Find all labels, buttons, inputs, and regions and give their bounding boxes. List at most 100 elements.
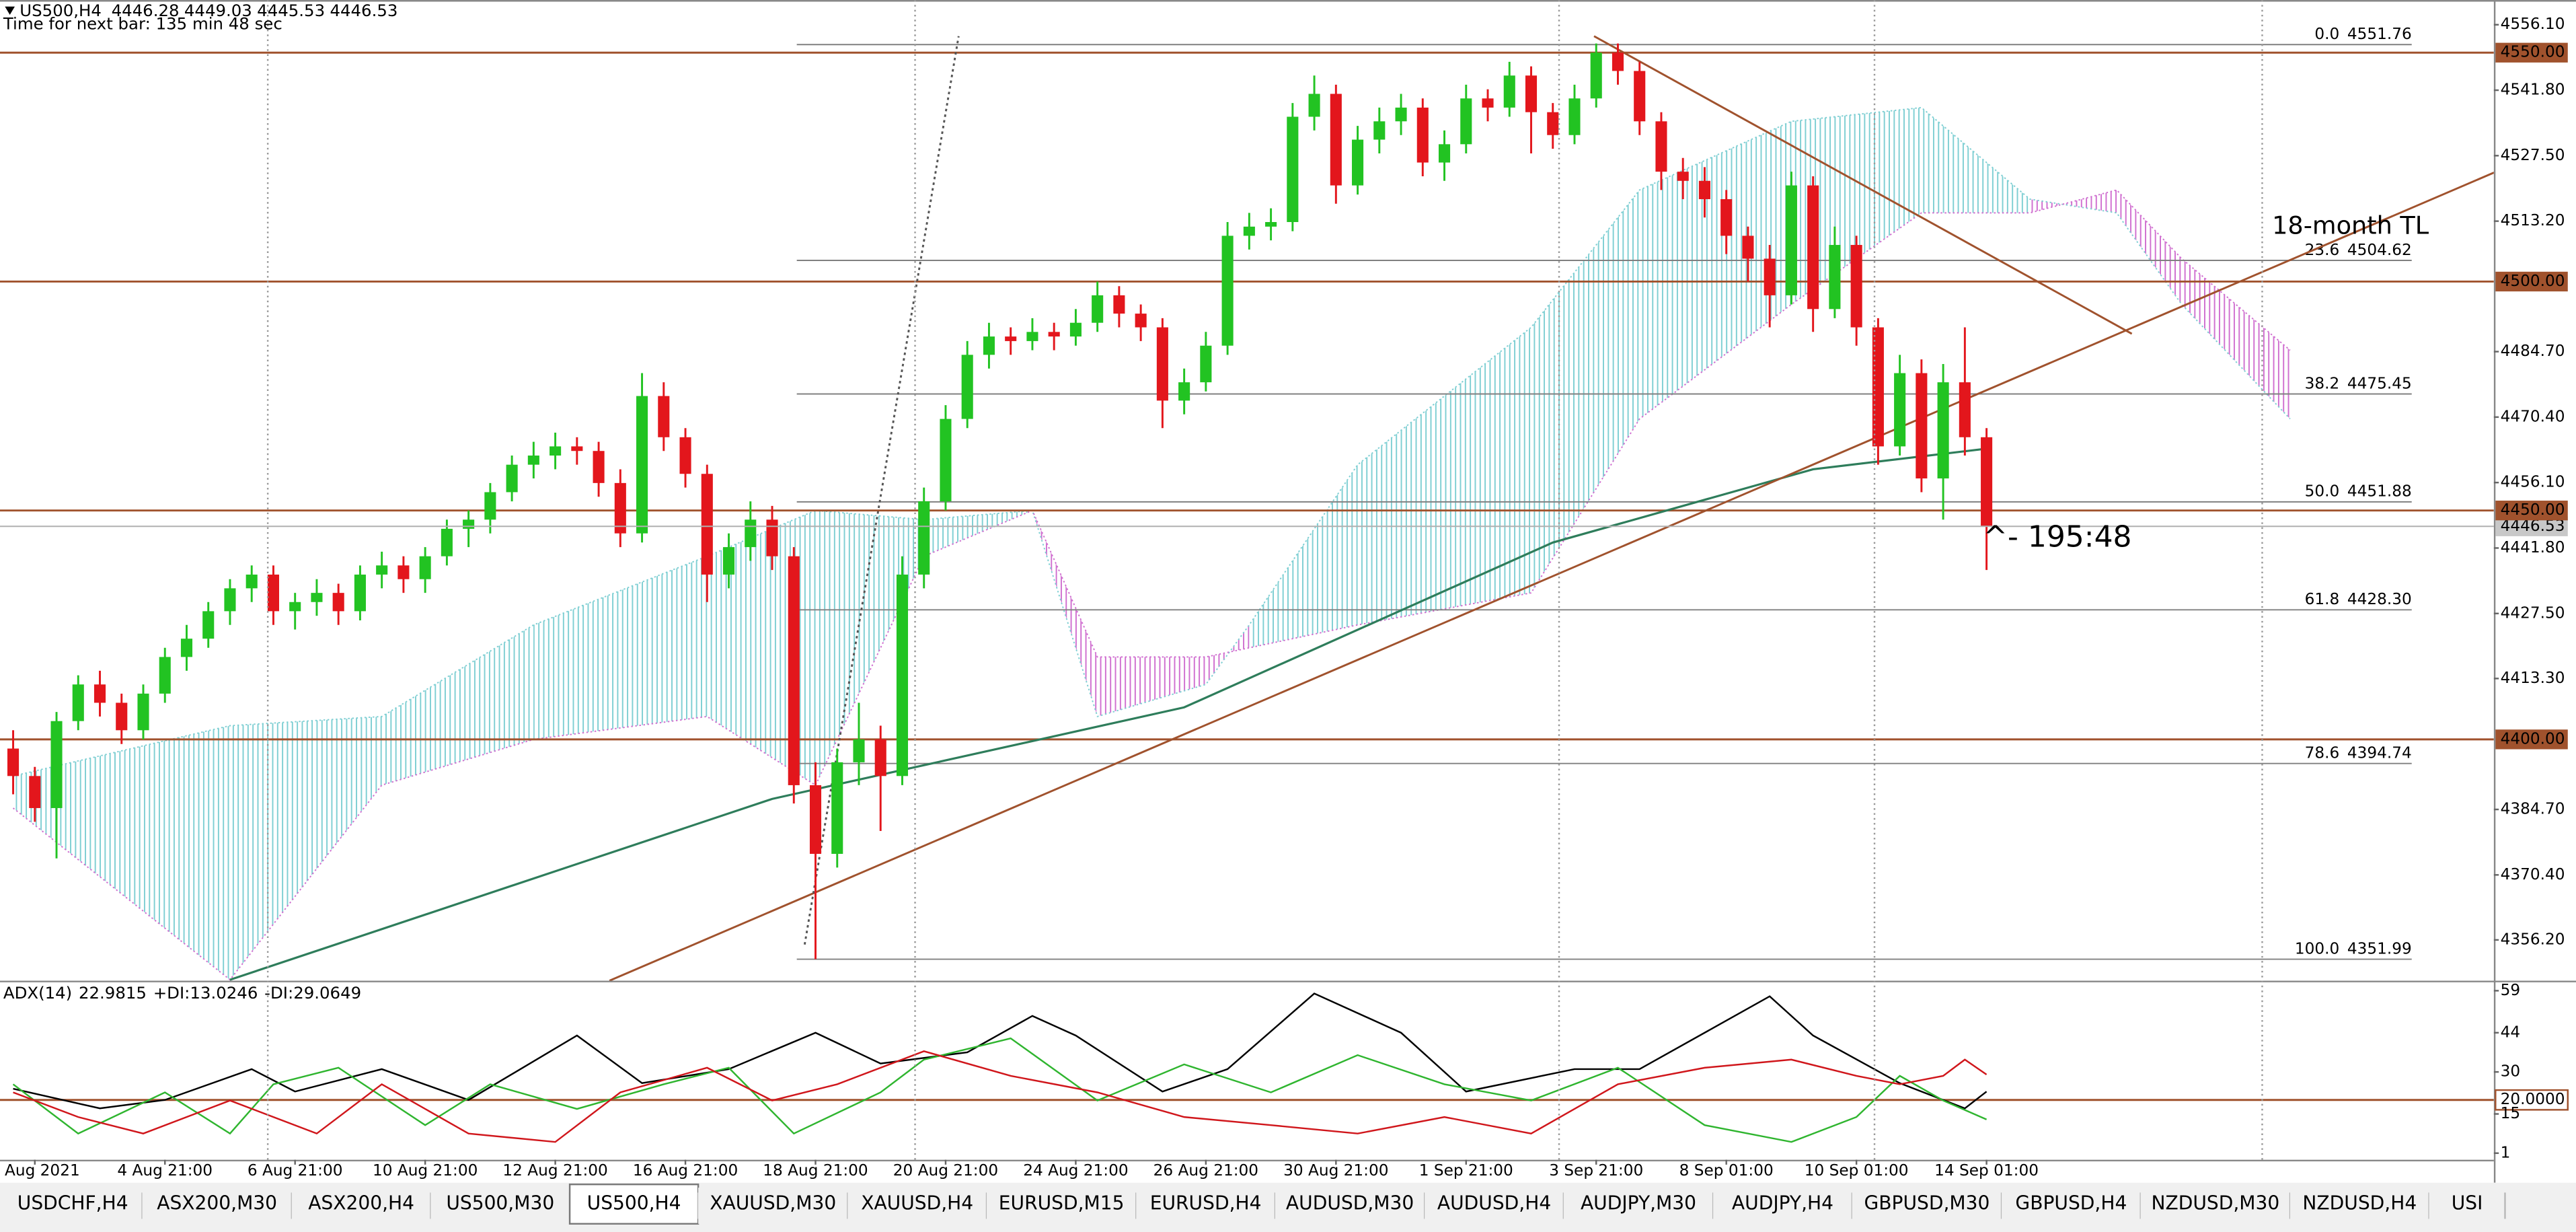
candle-body (1525, 75, 1538, 112)
tab[interactable] (1563, 1188, 1714, 1224)
candle-body (1634, 71, 1646, 122)
level-label: 4550.00 (2501, 43, 2565, 61)
indicator-line (12, 1037, 1987, 1143)
candle-body (506, 464, 518, 493)
candle-body (961, 355, 973, 419)
tab[interactable] (291, 1188, 431, 1224)
tab-label[interactable]: GBPUSD,H4 (2015, 1192, 2127, 1215)
indicator-title: ADX(14) (3, 983, 72, 1003)
tab[interactable] (847, 1188, 987, 1224)
tab-label[interactable]: NZDUSD,H4 (2302, 1192, 2417, 1215)
tab-label[interactable]: XAUUSD,M30 (710, 1192, 836, 1215)
level-label: 4400.00 (2501, 729, 2565, 748)
tab[interactable] (430, 1188, 570, 1224)
bar-timer: Time for next bar: 135 min 48 sec (3, 14, 282, 34)
y-tick-label: 4527.50 (2501, 146, 2565, 164)
cloud-segment (381, 624, 534, 785)
adx-value: 22.9815 (79, 983, 147, 1003)
candle-body (419, 556, 431, 579)
candle-body (1850, 245, 1862, 328)
candle-body (1872, 327, 1884, 447)
tab[interactable] (1713, 1188, 1852, 1224)
collapse-arrow[interactable] (5, 6, 15, 15)
fib-level: 38.2 (2305, 374, 2340, 392)
tab-label[interactable]: NZDUSD,M30 (2151, 1192, 2279, 1215)
symbol-line: US500,H4 4446.28 4449.03 4445.53 4446.53 (20, 1, 397, 20)
tab[interactable] (1852, 1188, 2002, 1224)
cloud-segment (13, 725, 230, 980)
tab-label[interactable]: EURUSD,H4 (1150, 1192, 1262, 1215)
tab[interactable] (2429, 1188, 2505, 1224)
fib-level: 78.6 (2305, 744, 2340, 762)
trendline (609, 172, 2494, 981)
y-tick-label: 15 (2501, 1104, 2521, 1122)
tab[interactable] (2289, 1188, 2429, 1224)
candle-body (788, 556, 800, 785)
tab-label[interactable]: US500,H4 (587, 1192, 681, 1215)
tab[interactable] (2140, 1188, 2290, 1224)
candle-body (180, 639, 193, 657)
indicator-header: ADX(14) 22.9815 +DI:13.0246 -DI:29.0649 (3, 983, 361, 1003)
x-tick-label: 26 Aug 21:00 (1153, 1161, 1258, 1180)
annotation: ^- 195:48 (1983, 520, 2131, 554)
candle-body (918, 501, 930, 575)
candle-body (484, 492, 496, 520)
cloud-segment (2181, 258, 2290, 419)
low: 4445.53 (257, 1, 325, 20)
cloud-segment (1921, 107, 2031, 213)
candle-body (1330, 94, 1342, 186)
tab-label[interactable]: AUDJPY,M30 (1581, 1192, 1696, 1215)
tab[interactable] (1136, 1188, 1275, 1224)
candle-body (679, 437, 691, 474)
cloud-span (12, 189, 2291, 981)
x-tick-label: 8 Sep 01:00 (1679, 1161, 1774, 1180)
tab-label[interactable]: US500,M30 (446, 1192, 554, 1215)
cloud-segment (229, 716, 382, 980)
tab[interactable] (987, 1188, 1137, 1224)
tab-label[interactable]: ASX200,M30 (157, 1192, 277, 1215)
fib-price: 4428.30 (2347, 590, 2412, 608)
header: US500,H4 4446.28 4449.03 4445.53 4446.53 Tim… (3, 1, 398, 34)
tab[interactable] (1425, 1188, 1564, 1224)
indicator-line (13, 1050, 1987, 1143)
tab-label[interactable]: USI (2452, 1192, 2483, 1215)
candle-body (1807, 185, 1819, 310)
candle-body (1655, 121, 1667, 172)
tab[interactable] (1275, 1188, 1425, 1224)
tab-label[interactable]: EURUSD,M15 (999, 1192, 1125, 1215)
cloud-segment (923, 510, 1032, 556)
axes: 4446.53 4550.00 4500.00 4450.00 4400.00 4556.… (0, 0, 2576, 1183)
tab-label[interactable]: XAUUSD,H4 (861, 1192, 973, 1215)
tab-label[interactable]: USDCHF,H4 (17, 1192, 128, 1215)
tab-label[interactable]: GBPUSD,M30 (1864, 1192, 1990, 1215)
trendline (1593, 35, 2133, 335)
candle-body (550, 446, 562, 456)
y-tick-label: 4427.50 (2501, 604, 2565, 622)
candle-body (896, 574, 909, 776)
candle-body (1005, 336, 1017, 341)
tab[interactable] (142, 1188, 292, 1224)
fib-price: 4451.88 (2347, 482, 2412, 501)
level-box (2495, 1089, 2569, 1111)
tab[interactable] (568, 1183, 699, 1225)
tab[interactable] (698, 1188, 848, 1224)
tab-label[interactable]: ASX200,H4 (308, 1192, 414, 1215)
candle-body (745, 519, 757, 548)
candle-body (1308, 94, 1320, 117)
plus-di-label: +DI: (153, 983, 190, 1003)
tab-label[interactable]: AUDJPY,H4 (1732, 1192, 1833, 1215)
candle-body (1395, 107, 1407, 122)
candle-body (72, 684, 84, 721)
level-label: 20.0000 (2501, 1090, 2565, 1108)
tab[interactable] (2002, 1188, 2141, 1224)
moving-average (229, 447, 1987, 981)
candle-body (658, 396, 670, 437)
candle-body (1416, 107, 1429, 163)
candle-body (1612, 52, 1624, 71)
level-box (2495, 501, 2568, 521)
tab[interactable] (3, 1188, 143, 1224)
tab-label[interactable]: AUDUSD,M30 (1286, 1192, 1414, 1215)
candle-body (874, 739, 886, 776)
tab-label[interactable]: AUDUSD,H4 (1437, 1192, 1551, 1215)
